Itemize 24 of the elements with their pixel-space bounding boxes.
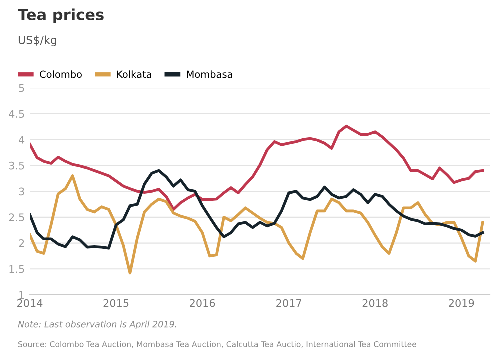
- y-tick-label: 2.5: [9, 214, 24, 222]
- legend-label: Kolkata: [117, 70, 152, 78]
- text: Note: Last observation is April 2019.: [18, 320, 176, 330]
- y-tick-label: 2: [19, 239, 24, 248]
- chart-title: Tea prices: [18, 8, 104, 24]
- y-tick-label: 4: [19, 136, 25, 144]
- x-tick-label: 2015: [104, 299, 129, 308]
- legend-label: Colombo: [40, 70, 82, 78]
- y-tick-label: 3: [19, 188, 24, 196]
- line-series: [30, 174, 484, 275]
- y-axis-title: US$/kg: [18, 36, 56, 47]
- x-tick-label: 2016: [190, 299, 216, 308]
- x-tick-label: 2018: [362, 299, 388, 308]
- line-series: [30, 169, 484, 250]
- y-tick-label: 1.5: [10, 265, 24, 274]
- x-tick-label: 2017: [276, 299, 302, 308]
- y-tick-label: 1: [20, 291, 24, 299]
- legend-label: Mombasa: [187, 70, 232, 78]
- y-tick-label: 5: [19, 84, 24, 92]
- y-tick-label: 3.5: [9, 162, 24, 170]
- x-tick-label: 2019: [449, 299, 474, 308]
- line-series: [30, 124, 484, 212]
- y-tick-label: 4.5: [9, 110, 24, 118]
- x-tick-label: 2014: [18, 299, 43, 308]
